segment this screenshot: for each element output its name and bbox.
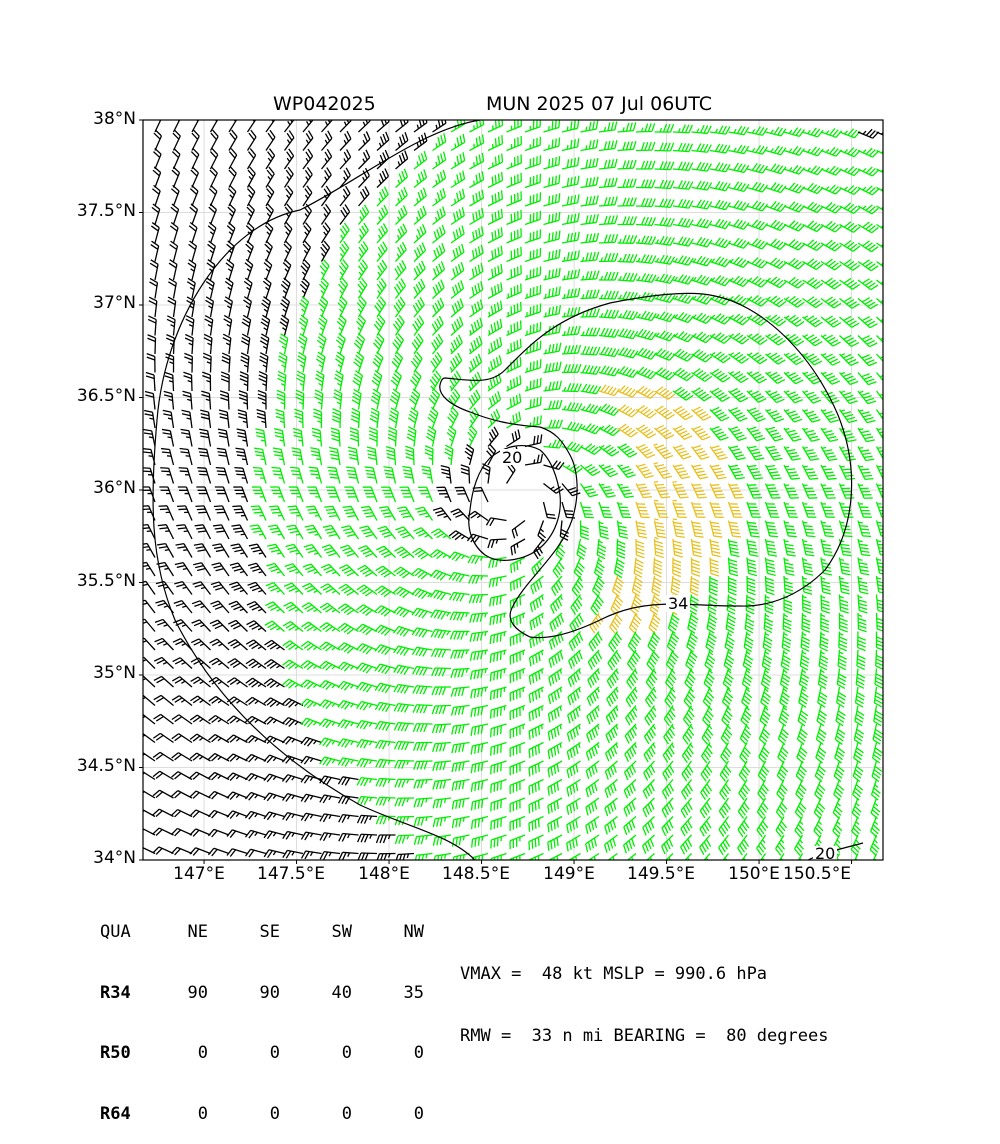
lat-label-34: 34°N	[60, 848, 136, 868]
model-time-title: MUN 2025 07 Jul 06UTC	[486, 93, 712, 115]
lat-label-35: 35°N	[60, 663, 136, 683]
lat-label-38: 38°N	[60, 109, 136, 129]
radii-header-ne: NE	[136, 922, 208, 943]
radii-header-se: SE	[208, 922, 280, 943]
stats-vmax-mslp: VMAX = 48 kt MSLP = 990.6 hPa	[460, 964, 828, 985]
contour-label-20-eye: 20	[502, 448, 522, 467]
lat-label-36: 36°N	[60, 478, 136, 498]
storm-id-title: WP042025	[273, 93, 376, 115]
radii-header-sw: SW	[280, 922, 352, 943]
lon-label-150-5: 150.5°E	[762, 864, 872, 884]
wind-map: 20 34 20	[0, 0, 1000, 1000]
wind-radii-table: QUA NE SE SW NW R34 90 90 40 35 R50 0 0 …	[100, 882, 424, 1144]
radii-label-r50: R50	[100, 1043, 136, 1064]
lat-label-37-5: 37.5°N	[60, 201, 136, 221]
radii-label-r64: R64	[100, 1104, 136, 1125]
radii-cell: 0	[136, 1043, 208, 1064]
radii-header-nw: NW	[352, 922, 424, 943]
radii-cell: 0	[352, 1043, 424, 1064]
lat-label-37: 37°N	[60, 293, 136, 313]
lat-label-36-5: 36.5°N	[60, 386, 136, 406]
lat-label-34-5: 34.5°N	[60, 756, 136, 776]
radii-cell: 0	[208, 1043, 280, 1064]
radii-header-row: QUA NE SE SW NW	[100, 922, 424, 943]
radii-cell: 0	[136, 1104, 208, 1125]
radii-cell: 0	[280, 1104, 352, 1125]
stats-rmw-bearing: RMW = 33 n mi BEARING = 80 degrees	[460, 1026, 828, 1047]
radii-cell: 0	[208, 1104, 280, 1125]
storm-stats: VMAX = 48 kt MSLP = 990.6 hPa RMW = 33 n…	[460, 923, 828, 1067]
radii-cell: 0	[352, 1104, 424, 1125]
radii-cell: 0	[280, 1043, 352, 1064]
radii-row-r50: R50 0 0 0 0	[100, 1043, 424, 1064]
radii-header-quadrant: QUA	[100, 922, 136, 943]
contour-label-34: 34	[668, 594, 688, 613]
lat-label-35-5: 35.5°N	[60, 571, 136, 591]
radii-row-r64: R64 0 0 0 0	[100, 1104, 424, 1125]
